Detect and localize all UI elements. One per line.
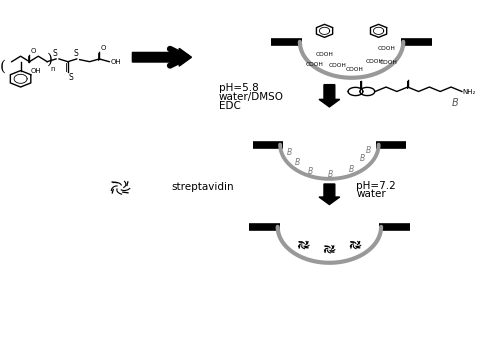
Text: O: O [100,45,105,51]
FancyArrow shape [132,48,192,66]
Text: streptavidin: streptavidin [172,182,234,192]
FancyArrow shape [319,184,340,205]
Text: S: S [74,49,78,58]
Text: water: water [356,189,386,199]
Text: OH: OH [30,68,41,74]
Text: pH=7.2: pH=7.2 [356,181,396,191]
Text: water/DMSO: water/DMSO [218,92,284,102]
Text: n: n [50,66,54,73]
Text: B: B [286,148,292,157]
Text: S: S [52,49,58,58]
Text: B: B [349,165,354,174]
Text: S: S [69,73,73,82]
Text: COOH: COOH [366,59,384,64]
Text: COOH: COOH [328,63,346,68]
Text: B: B [328,170,333,179]
Text: OH: OH [110,59,121,65]
Text: ): ) [47,53,53,67]
Text: B: B [295,158,300,167]
Text: B: B [452,98,458,108]
Text: O: O [30,48,36,54]
Text: EDC: EDC [218,101,240,111]
Text: COOH: COOH [378,46,396,51]
Text: (: ( [0,60,6,74]
Text: COOH: COOH [380,60,398,65]
Text: COOH: COOH [345,67,363,72]
Text: NH₂: NH₂ [463,89,476,95]
Text: B: B [360,154,366,163]
Text: B: B [308,167,314,176]
Text: COOH: COOH [316,52,334,57]
Text: pH=5.8: pH=5.8 [218,83,258,93]
Text: COOH: COOH [306,62,324,67]
Text: B: B [366,146,372,155]
FancyArrow shape [319,85,340,107]
